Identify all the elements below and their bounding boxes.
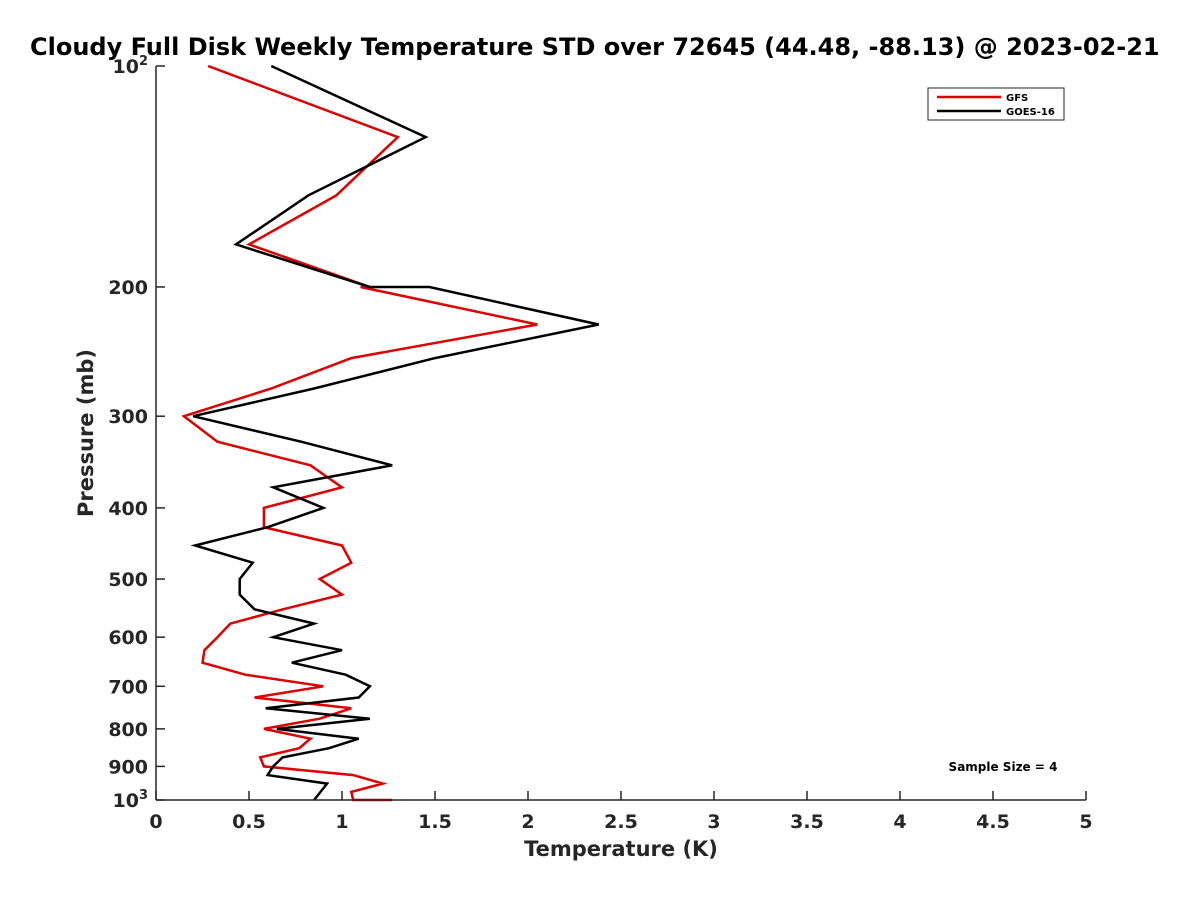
x-tick-label: 1 [335, 811, 348, 833]
y-tick-group: 102 200 300 400 500 600 700 800 900 103 [108, 54, 165, 812]
x-tick-label: 3 [707, 811, 720, 833]
y-tick-label: 700 [108, 676, 148, 698]
x-tick-label: 2.5 [604, 811, 638, 833]
y-tick-label: 102 [113, 54, 149, 78]
x-tick-label: 0 [149, 811, 162, 833]
legend-label-goes-16: GOES-16 [1006, 107, 1055, 118]
x-tick-label: 1.5 [418, 811, 452, 833]
legend-box [927, 87, 1065, 121]
x-tick-label: 4 [893, 811, 906, 833]
x-tick-label: 0.5 [232, 811, 266, 833]
plot-background [156, 66, 1086, 800]
y-tick-label: 600 [108, 627, 148, 649]
y-tick-label: 500 [108, 569, 148, 591]
y-tick-label: 900 [108, 756, 148, 778]
y-tick-label: 300 [108, 406, 148, 428]
legend-label-gfs: GFS [1006, 93, 1028, 104]
y-tick-label: 200 [108, 277, 148, 299]
x-tick-label: 5 [1079, 811, 1092, 833]
x-axis-label: Temperature (K) [524, 837, 718, 861]
y-tick-label: 800 [108, 719, 148, 741]
x-tick-group: 0 0.5 1 1.5 2 2.5 3 3.5 4 4.5 5 [149, 791, 1093, 833]
y-tick-label: 103 [113, 788, 149, 812]
chart-title: Cloudy Full Disk Weekly Temperature STD … [30, 33, 1160, 61]
x-tick-label: 4.5 [976, 811, 1010, 833]
x-tick-label: 2 [521, 811, 534, 833]
y-tick-label: 400 [108, 498, 148, 520]
sample-size-annotation: Sample Size = 4 [949, 760, 1058, 774]
series-layer [181, 64, 599, 802]
x-tick-label: 3.5 [790, 811, 824, 833]
y-axis-label: Pressure (mb) [74, 349, 98, 517]
legend: GFS GOES-16 [927, 87, 1065, 121]
